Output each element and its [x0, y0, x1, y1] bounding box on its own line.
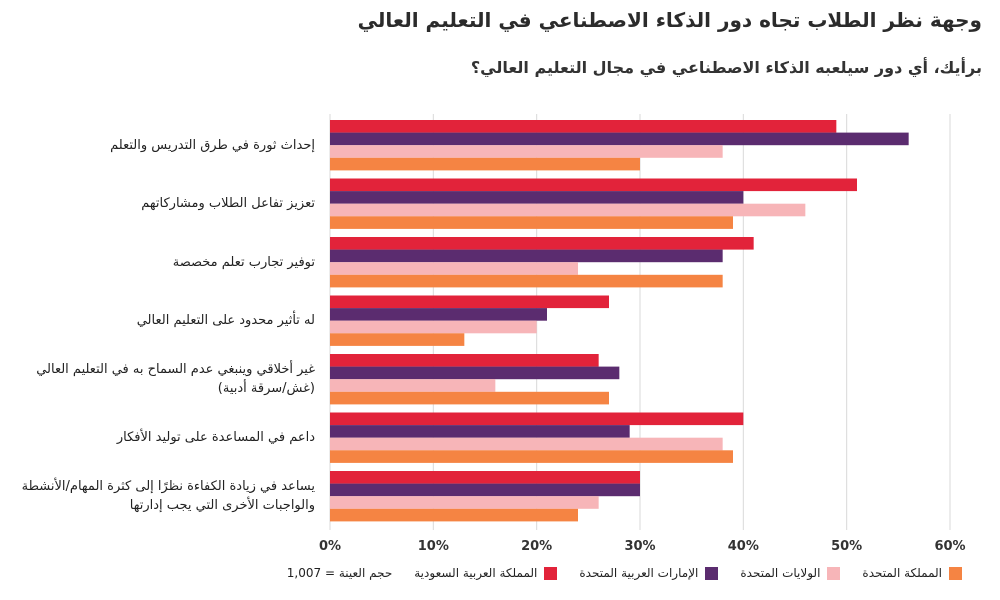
category-label: يساعد في زيادة الكفاءة نظرًا إلى كثرة ال…	[15, 477, 315, 515]
legend-label: الولايات المتحدة	[740, 566, 821, 580]
legend-swatch	[827, 566, 841, 580]
legend-swatch	[544, 566, 558, 580]
bar	[330, 496, 599, 509]
legend-label: الإمارات العربية المتحدة	[579, 566, 699, 580]
bar	[330, 366, 620, 380]
bar	[330, 425, 630, 438]
bar	[330, 379, 496, 392]
bar	[330, 354, 599, 367]
legend-label: المملكة العربية السعودية	[414, 566, 538, 580]
category-label-line: والواجبات الأخرى التي يجب إدارتها	[129, 498, 315, 514]
bar	[330, 295, 609, 309]
legend-swatch	[949, 566, 962, 580]
category-label-line: داعم في المساعدة على توليد الأفكار	[116, 430, 315, 446]
category-label-line: يساعد في زيادة الكفاءة نظرًا إلى كثرة ال…	[21, 479, 315, 495]
category-label: غير أخلاقي وينبغي عدم السماح به في التعل…	[15, 360, 315, 398]
x-tick-label: 60%	[934, 539, 965, 554]
category-label-line: له تأثير محدود على التعليم العالي	[136, 313, 315, 329]
category-label: إحداث ثورة في طرق التدريس والتعلم	[15, 136, 315, 155]
chart-legend: المملكة المتحدة الولايات المتحدة الإمارات …	[287, 566, 962, 580]
category-label-line: توفير تجارب تعلم مخصصة	[172, 254, 315, 270]
x-tick-label: 30%	[624, 539, 655, 554]
bar	[330, 178, 857, 192]
bar	[330, 191, 744, 204]
category-label: تعزيز تفاعل الطلاب ومشاركاتهم	[15, 194, 315, 213]
chart-title: وجهة نظر الطلاب تجاه دور الذكاء الاصطناع…	[357, 8, 982, 32]
legend-item: المملكة العربية السعودية	[414, 566, 558, 580]
legend-item: الولايات المتحدة	[740, 566, 841, 580]
bar	[330, 391, 609, 405]
sample-size: حجم العينة = 1,007	[286, 566, 393, 580]
category-label-line: إحداث ثورة في طرق التدريس والتعلم	[110, 137, 315, 153]
bar	[330, 120, 837, 133]
bar	[330, 203, 806, 217]
bar	[330, 412, 744, 426]
x-tick-label: 20%	[521, 539, 552, 554]
bar	[330, 216, 733, 229]
chart-subtitle: برأيك، أي دور سيلعبه الذكاء الاصطناعي في…	[470, 58, 982, 77]
bar	[330, 320, 537, 334]
bar	[330, 333, 465, 346]
legend-item: الإمارات العربية المتحدة	[579, 566, 719, 580]
category-label-line: (غش/سرقة أدبية)	[217, 381, 315, 397]
x-tick-label: 50%	[831, 539, 862, 554]
category-label: داعم في المساعدة على توليد الأفكار	[15, 428, 315, 447]
legend-item: المملكة المتحدة	[862, 566, 962, 580]
bar	[330, 274, 723, 288]
category-label-line: غير أخلاقي وينبغي عدم السماح به في التعل…	[36, 362, 315, 378]
bar	[330, 437, 723, 451]
bar	[330, 471, 640, 484]
category-label: توفير تجارب تعلم مخصصة	[15, 253, 315, 272]
category-label: له تأثير محدود على التعليم العالي	[15, 311, 315, 330]
x-tick-label: 10%	[418, 539, 449, 554]
bar	[330, 450, 733, 463]
bar	[330, 145, 723, 158]
bar	[330, 508, 578, 522]
bar	[330, 262, 578, 275]
x-tick-label: 40%	[728, 539, 759, 554]
legend-label: المملكة المتحدة	[862, 566, 942, 580]
bar	[330, 249, 723, 263]
legend-swatch	[705, 566, 719, 580]
category-label-line: تعزيز تفاعل الطلاب ومشاركاتهم	[141, 196, 315, 212]
bar	[330, 132, 909, 146]
bar	[330, 483, 640, 497]
bar	[330, 157, 640, 171]
x-tick-label: 0%	[319, 539, 341, 554]
bar	[330, 237, 754, 250]
bar	[330, 308, 547, 321]
